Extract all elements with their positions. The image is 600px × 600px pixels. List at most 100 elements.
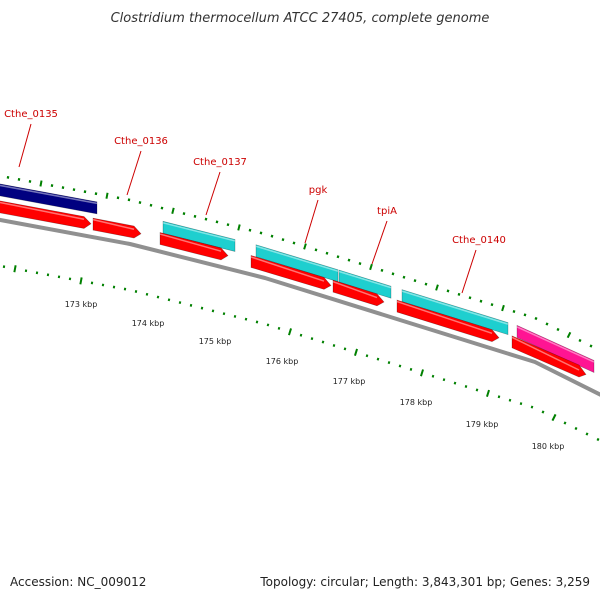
ruler-tick bbox=[270, 234, 274, 238]
ruler-tick bbox=[409, 367, 413, 371]
ruler-tick bbox=[585, 432, 589, 436]
scale-label: 173 kbp bbox=[65, 300, 98, 309]
gene-label: tpiA bbox=[377, 206, 397, 217]
cyan-feature bbox=[162, 220, 236, 252]
magenta-feature bbox=[516, 324, 595, 373]
ruler-tick bbox=[413, 279, 417, 283]
gene-label: pgk bbox=[309, 185, 328, 196]
ruler-tick bbox=[200, 306, 204, 310]
cyan-feature bbox=[338, 269, 392, 299]
ruler-tick bbox=[442, 378, 446, 382]
ruler-tick bbox=[156, 295, 160, 299]
navy-feature-highlight bbox=[0, 184, 98, 205]
ruler-tick bbox=[215, 220, 219, 224]
gene-label: Cthe_0136 bbox=[114, 136, 168, 147]
cds-arrow-highlight bbox=[511, 336, 580, 371]
cds-arrow bbox=[332, 279, 385, 307]
cds-arrow-highlight bbox=[250, 256, 325, 282]
cds-arrow-highlight bbox=[92, 218, 135, 231]
ruler-tick bbox=[226, 223, 230, 227]
ruler-tick bbox=[325, 251, 329, 255]
ruler-tick bbox=[193, 214, 197, 218]
ruler-tick bbox=[134, 290, 138, 293]
ruler-tick bbox=[222, 312, 226, 316]
ruler-tick bbox=[376, 357, 380, 361]
ruler-tick bbox=[343, 347, 347, 351]
ruler-tick bbox=[380, 268, 384, 272]
scale-labels: 173 kbp 174 kbp 175 kbp 176 kbp 177 kbp 178 k… bbox=[65, 300, 565, 451]
ruler-tick bbox=[365, 354, 369, 358]
ruler-tick bbox=[79, 277, 83, 285]
cyan-feature-highlight bbox=[401, 290, 509, 325]
ruler-tick bbox=[167, 298, 171, 302]
ruler-tick bbox=[259, 231, 263, 235]
feature-track bbox=[0, 183, 595, 373]
ruler-tick bbox=[369, 263, 373, 271]
scale-label: 174 kbp bbox=[132, 319, 165, 328]
ruler-tick bbox=[277, 326, 281, 330]
gene-label-leader bbox=[205, 171, 221, 216]
ruler-tick bbox=[446, 289, 450, 293]
ruler-tick bbox=[266, 323, 270, 327]
ruler-tick bbox=[233, 314, 237, 318]
scale-label: 178 kbp bbox=[400, 398, 433, 407]
ruler-tick bbox=[578, 338, 582, 343]
cds-track bbox=[0, 200, 587, 378]
ruler-tick bbox=[189, 303, 193, 307]
map-title: Clostridium thermocellum ATCC 27405, com… bbox=[111, 11, 490, 26]
ruler-tick bbox=[391, 272, 395, 276]
ruler-tick bbox=[292, 241, 296, 245]
magenta-feature-highlight bbox=[516, 326, 595, 363]
gene-label-leader bbox=[304, 199, 319, 244]
gene-label-leader bbox=[18, 123, 32, 168]
ruler-tick bbox=[211, 309, 215, 313]
ruler-tick bbox=[431, 374, 435, 378]
accession-label: Accession: NC_009012 bbox=[10, 575, 146, 589]
ruler-tick bbox=[347, 258, 351, 262]
ruler-tick bbox=[534, 316, 538, 321]
scale-label: 176 kbp bbox=[266, 357, 299, 366]
ruler-tick bbox=[490, 303, 494, 307]
ruler-tick bbox=[501, 304, 505, 312]
ruler-tick bbox=[299, 333, 303, 337]
ruler-tick bbox=[530, 405, 534, 409]
ruler-tick bbox=[314, 248, 318, 252]
cyan-feature-highlight bbox=[338, 270, 392, 289]
scale-label: 180 kbp bbox=[532, 442, 565, 451]
ruler-tick bbox=[497, 395, 501, 399]
cds-arrow-highlight bbox=[0, 201, 85, 221]
ruler-tick bbox=[387, 361, 391, 365]
cds-arrow bbox=[511, 335, 587, 378]
ruler-tick bbox=[402, 275, 406, 279]
ruler-tick bbox=[512, 309, 516, 313]
ruler-tick bbox=[556, 327, 560, 332]
ruler-tick bbox=[310, 337, 314, 341]
cyan-feature bbox=[255, 244, 339, 283]
ruler-tick bbox=[475, 388, 479, 392]
ruler-tick bbox=[178, 301, 182, 305]
ruler-tick bbox=[332, 343, 336, 347]
ruler-tick bbox=[508, 398, 512, 402]
ruler-tick bbox=[160, 206, 164, 210]
ruler-tick bbox=[479, 299, 483, 303]
cds-arrow bbox=[92, 217, 142, 239]
ruler-tick bbox=[281, 238, 285, 242]
gene-label: Cthe_0137 bbox=[193, 157, 247, 168]
ruler-tick bbox=[105, 192, 109, 199]
ruler-tick bbox=[237, 224, 241, 231]
ruler-tick bbox=[354, 348, 358, 356]
ruler-tick bbox=[435, 284, 439, 291]
scale-label: 177 kbp bbox=[333, 377, 366, 386]
ruler-tick bbox=[321, 340, 325, 344]
cds-arrow bbox=[0, 200, 92, 229]
ruler-tick bbox=[149, 203, 153, 207]
scale-label: 175 kbp bbox=[199, 337, 232, 346]
cds-arrow bbox=[159, 232, 229, 261]
ruler-tick bbox=[244, 317, 248, 321]
ruler-tick bbox=[248, 228, 252, 232]
ruler-tick bbox=[336, 255, 340, 259]
ruler-tick bbox=[204, 217, 208, 221]
ruler-tick bbox=[424, 282, 428, 286]
